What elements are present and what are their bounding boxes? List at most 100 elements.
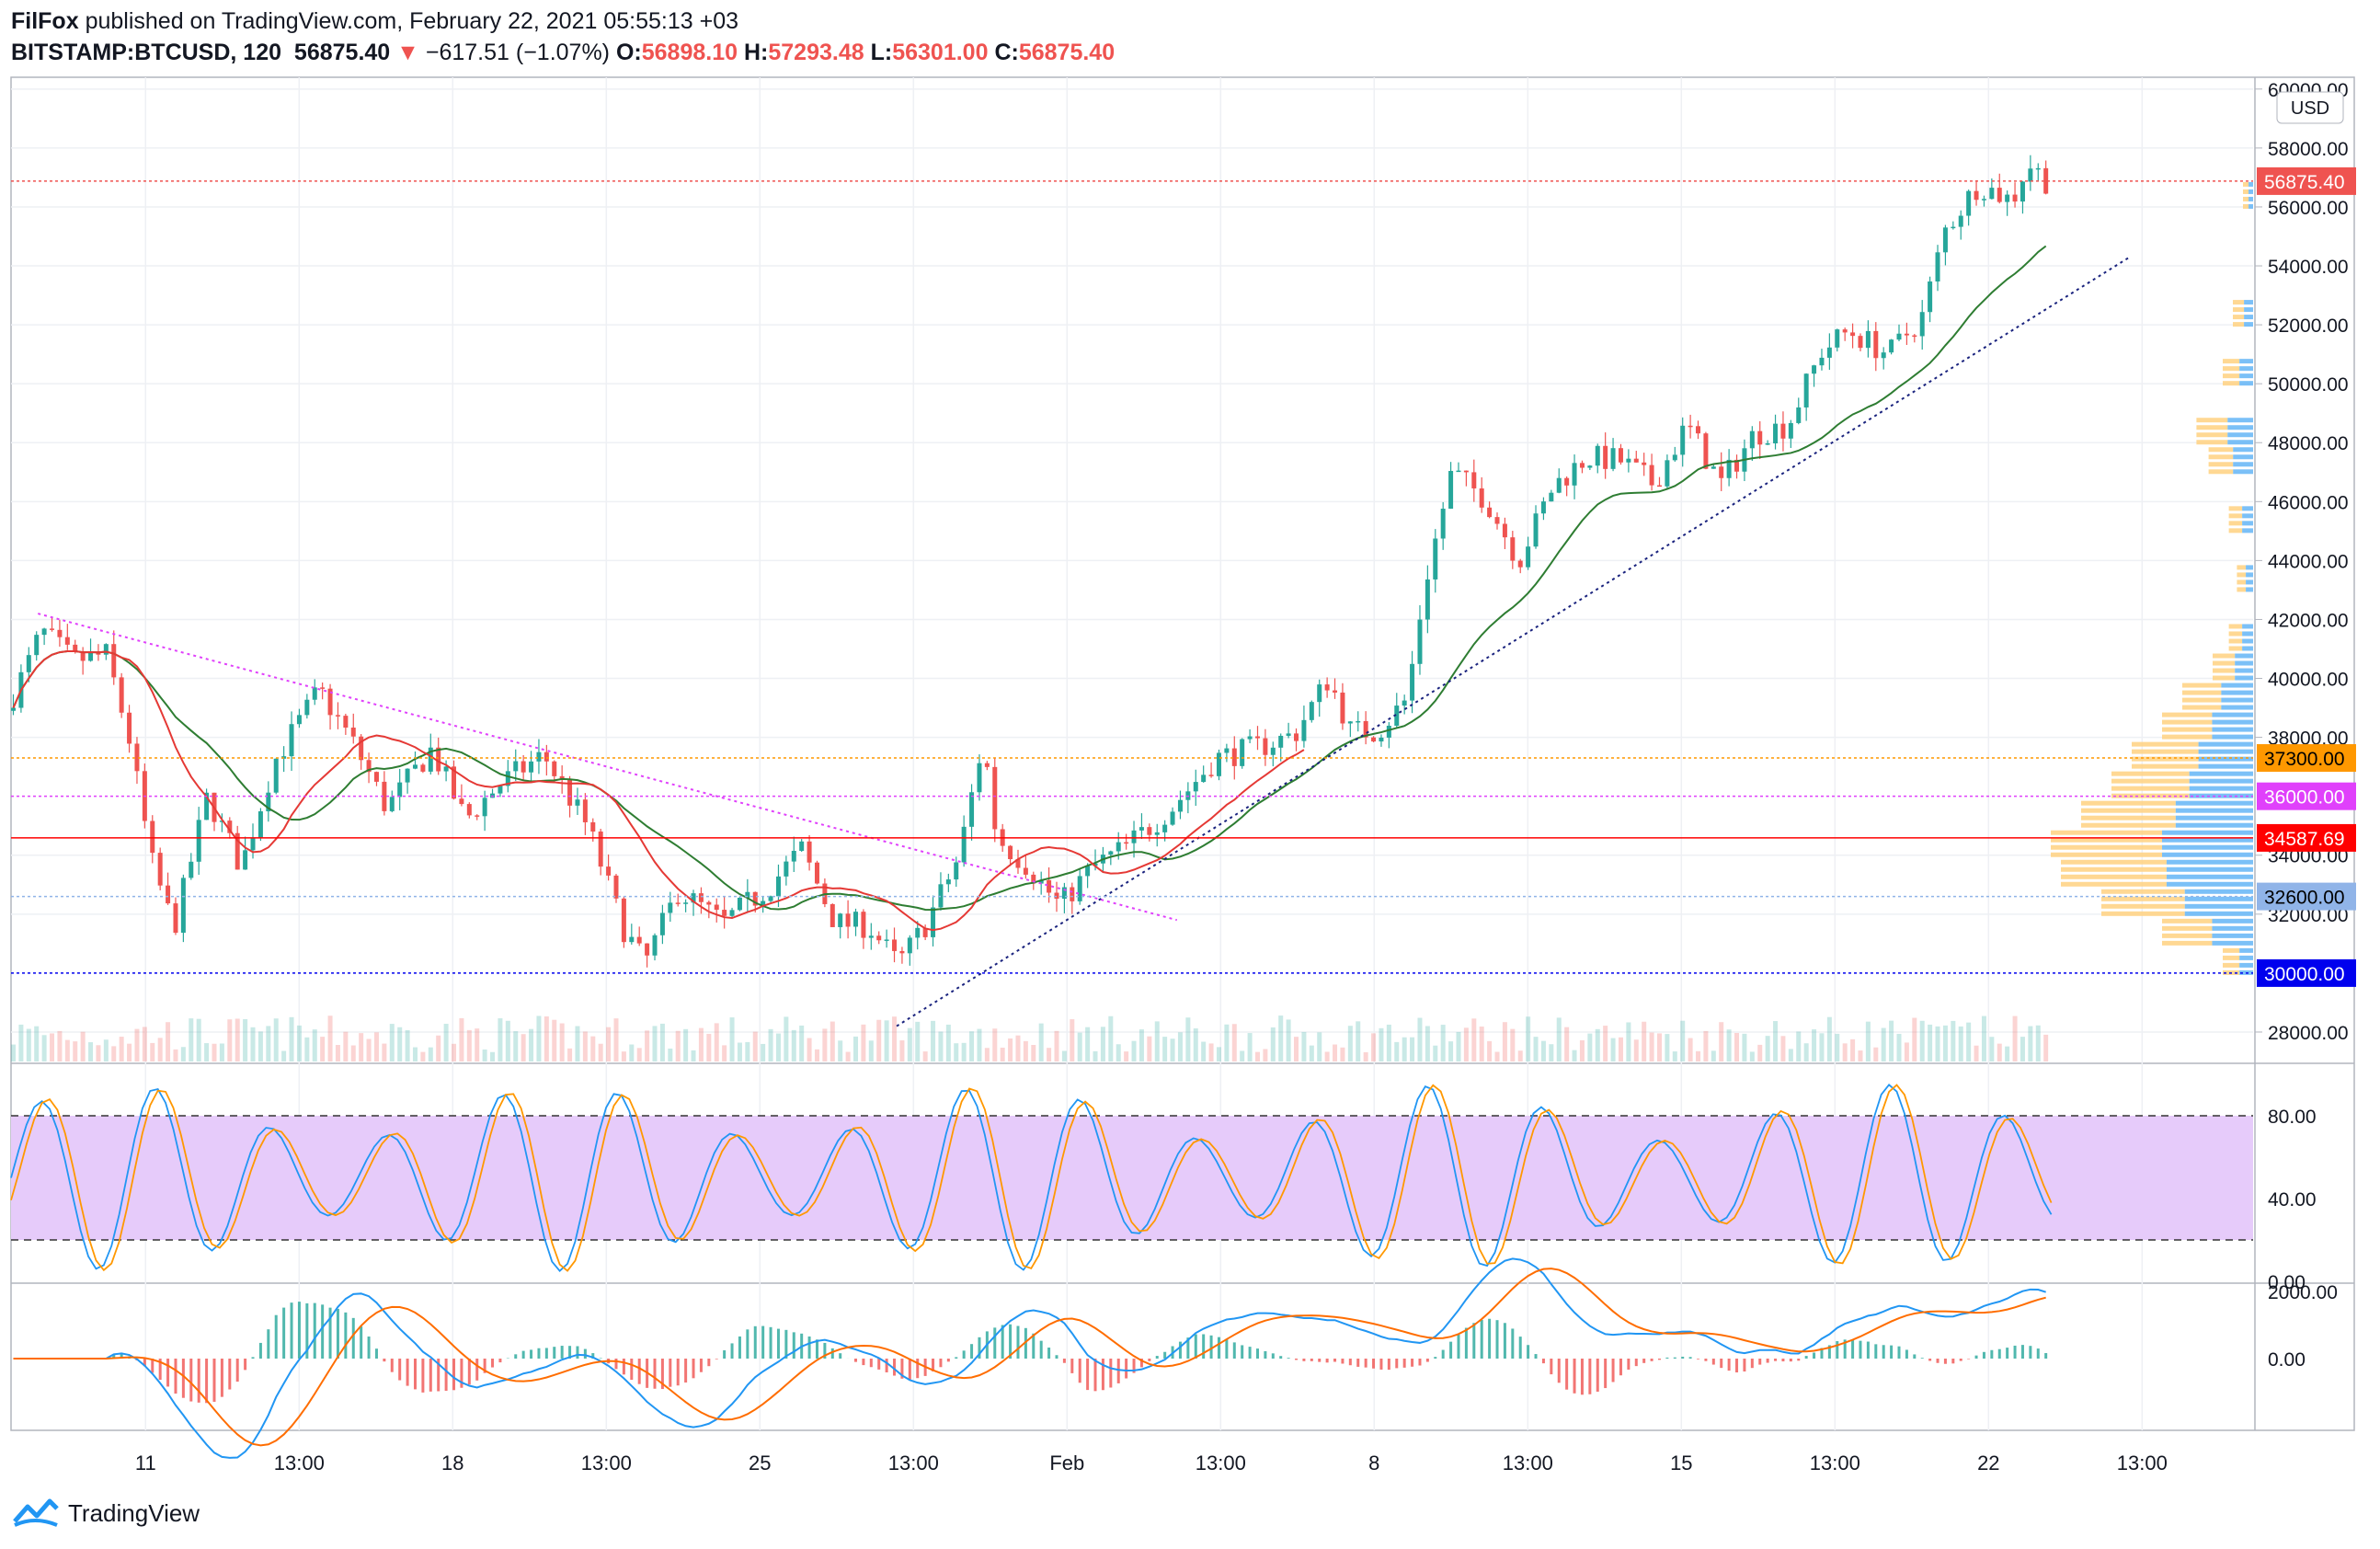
volume-bar: [1077, 1032, 1082, 1061]
volume-bar: [675, 1030, 681, 1061]
candle-body: [103, 644, 109, 655]
candle-body: [1711, 466, 1716, 469]
volume-profile-bar: [2227, 432, 2253, 438]
volume-bar: [1865, 1021, 1871, 1061]
candle-body: [722, 910, 727, 916]
macd-histogram-bar: [251, 1357, 255, 1359]
candle-body: [1726, 459, 1732, 478]
volume-bar: [1835, 1033, 1840, 1061]
macd-histogram-bar: [962, 1350, 966, 1359]
volume-bar: [1177, 1032, 1183, 1061]
volume-bar: [1294, 1037, 1299, 1061]
volume-bar: [2043, 1034, 2049, 1061]
candle-body: [111, 644, 117, 678]
volume-bar: [1402, 1037, 1407, 1061]
footer-brand[interactable]: TradingView: [11, 1497, 200, 1529]
x-tick-label: 22: [1977, 1451, 1999, 1474]
volume-bar: [1015, 1035, 1021, 1061]
volume-bar: [1410, 1037, 1415, 1061]
candle-body: [64, 637, 70, 645]
volume-bar: [1061, 1050, 1067, 1061]
volume-profile-bar: [2051, 837, 2162, 843]
candle-body: [1402, 700, 1407, 706]
volume-bar: [876, 1019, 882, 1061]
macd-histogram-bar: [374, 1348, 378, 1359]
macd-histogram-bar: [1518, 1337, 1522, 1359]
volume-profile-bar: [2081, 800, 2176, 806]
macd-histogram-bar: [112, 1354, 116, 1359]
low-label: L:: [870, 40, 893, 65]
x-tick-label: 13:00: [1503, 1451, 1553, 1474]
candle-body: [312, 687, 317, 700]
volume-bar: [1031, 1045, 1036, 1061]
candle-body: [1556, 477, 1562, 493]
volume-profile-bar: [2244, 315, 2253, 320]
candle-body: [915, 927, 921, 938]
macd-histogram-bar: [1132, 1359, 1136, 1373]
volume-bar: [1340, 1047, 1345, 1061]
volume-profile-bar: [2223, 955, 2240, 960]
candle-body: [1626, 458, 1631, 463]
macd-histogram-bar: [1557, 1359, 1561, 1383]
volume-bar: [18, 1024, 24, 1061]
macd-histogram-bar: [498, 1359, 502, 1363]
macd-histogram-bar: [1758, 1359, 1762, 1365]
volume-profile-bar: [2228, 528, 2243, 534]
volume-profile-bar: [2227, 440, 2253, 445]
volume-bar: [219, 1043, 224, 1061]
macd-histogram-bar: [1310, 1359, 1313, 1361]
volume-bar: [189, 1018, 194, 1061]
macd-histogram-bar: [637, 1359, 641, 1384]
volume-profile-bar: [2233, 454, 2253, 460]
volume-bar: [938, 1031, 944, 1061]
candle-body: [698, 893, 704, 902]
macd-signal-line: [13, 1268, 2046, 1447]
macd-histogram-bar: [244, 1359, 247, 1371]
macd-histogram-bar: [692, 1359, 695, 1379]
macd-histogram-bar: [1009, 1324, 1013, 1359]
macd-histogram-bar: [398, 1359, 402, 1381]
macd-histogram-bar: [893, 1359, 897, 1376]
volume-profile-bar: [2239, 359, 2253, 364]
volume-profile-bar: [2198, 749, 2253, 754]
volume-bar: [1386, 1024, 1391, 1061]
candle-body: [350, 728, 356, 737]
macd-histogram-bar: [1511, 1328, 1515, 1359]
candle-body: [475, 815, 480, 817]
y-tick-label: 56000.00: [2268, 198, 2349, 219]
volume-bar: [1270, 1027, 1276, 1061]
macd-histogram-bar: [158, 1359, 162, 1381]
volume-bar: [1317, 1032, 1322, 1061]
macd-histogram-bar: [1541, 1359, 1545, 1364]
author-name[interactable]: FilFox: [11, 8, 79, 34]
volume-bar: [984, 1048, 990, 1061]
candle-body: [1270, 747, 1276, 755]
volume-bar: [243, 1018, 248, 1061]
volume-profile-bar: [2184, 911, 2253, 916]
candle-body: [1958, 215, 1963, 227]
volume-profile-bar: [2162, 719, 2213, 725]
candle-body: [1788, 422, 1793, 439]
macd-histogram-bar: [174, 1359, 177, 1394]
macd-histogram-bar: [1596, 1359, 1599, 1392]
volume-profile-bar: [2237, 587, 2247, 592]
volume-profile-bar: [2061, 881, 2167, 887]
volume-bar: [945, 1024, 951, 1061]
x-tick-label: 13:00: [581, 1451, 632, 1474]
volume-bar: [1819, 1033, 1825, 1061]
x-tick-label: Feb: [1049, 1451, 1084, 1474]
volume-profile-bar: [2166, 874, 2253, 879]
volume-bar: [1394, 1041, 1400, 1061]
candle-body: [189, 861, 194, 878]
x-tick-label: 13:00: [274, 1451, 325, 1474]
volume-profile-bar: [2182, 697, 2222, 703]
volume-bar: [1873, 1047, 1879, 1061]
candle-body: [2012, 194, 2018, 202]
volume-profile-bar: [2061, 874, 2167, 879]
symbol-label[interactable]: BITSTAMP:BTCUSD, 120: [11, 40, 282, 65]
macd-histogram-bar: [738, 1336, 741, 1359]
candle-body: [1719, 466, 1724, 478]
candle-body: [150, 820, 155, 854]
volume-profile-bar: [2221, 690, 2253, 695]
